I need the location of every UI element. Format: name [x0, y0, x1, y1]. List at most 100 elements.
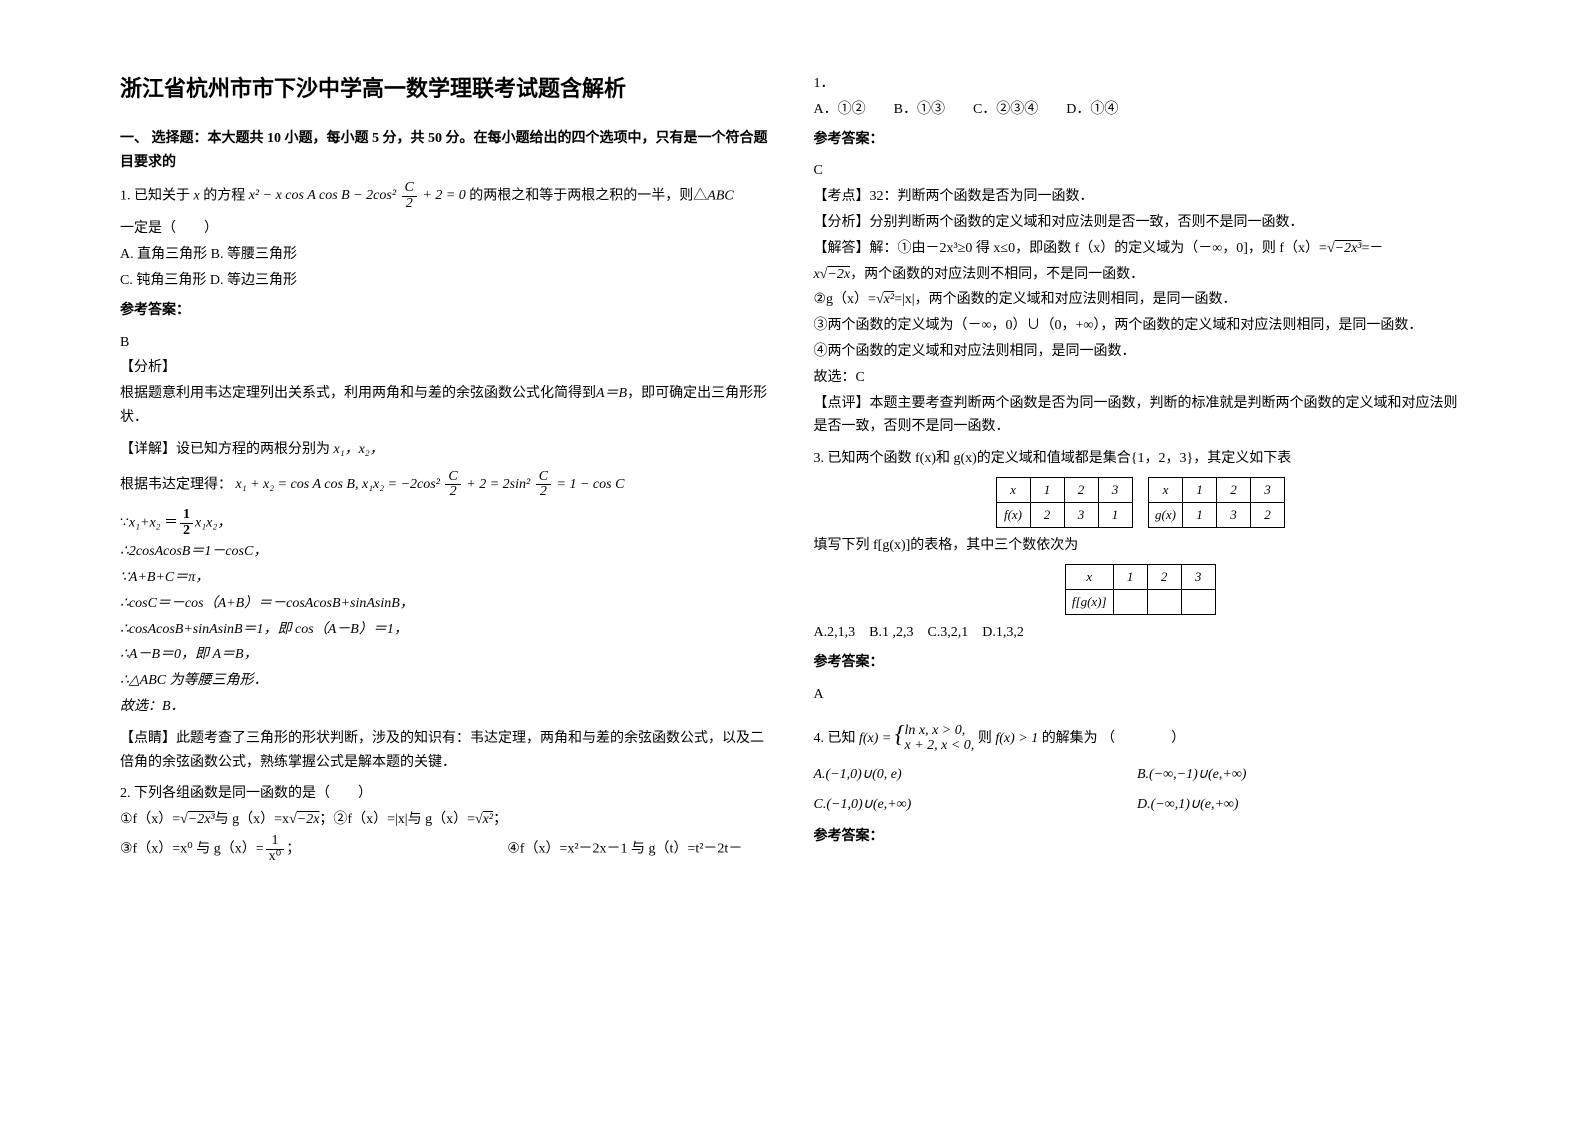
q3-sub: 填写下列 f[g(x)]的表格，其中三个数依次为 [814, 534, 1468, 558]
q2-1d: ； [493, 812, 507, 827]
q2-line1: ①f（x）=√−2x³与 g（x）=x√−2x；②f（x）=|x|与 g（x）=… [120, 808, 774, 832]
q2-kaodian: 【考点】32：判断两个函数是否为同一函数． [814, 185, 1468, 209]
q1-mid: 的方程 [203, 188, 249, 203]
q4-optB: B.(−∞,−1)∪(e,+∞) [1137, 767, 1246, 782]
table-g: x123 g(x)132 [1148, 477, 1285, 528]
q1-d6: ∴cosC＝－cos（A+B）＝－cosAcosB+sinAsinB， [120, 592, 774, 616]
q4-formula: f(x) = {ln x, x > 0,x + 2, x < 0, [859, 731, 978, 746]
q3-ans: A [814, 683, 1468, 707]
q4-stem: 4. 已知 f(x) = {ln x, x > 0,x + 2, x < 0, … [814, 715, 1468, 756]
sqrt-x2-2: √x² [876, 292, 894, 307]
table-row: x123 [996, 477, 1132, 502]
q4-mid: 则 [978, 731, 992, 746]
frac-c2-1: C2 [402, 181, 417, 211]
q2-2a: ③f（x）=x⁰ 与 g（x）= [120, 841, 264, 856]
q1-d3: ∵x₁+x₂ ＝12x₁x₂， [120, 508, 774, 538]
q1-anal1a: 根据题意利用韦达定理列出关系式，利用两角和与差的余弦函数公式化简得到 [120, 386, 596, 401]
q1-d3e: x₁x₂， [195, 515, 231, 530]
right-column: 1． A．①② B．①③ C．②③④ D．①④ 参考答案： C 【考点】32：判… [794, 70, 1488, 1092]
q1-anal1: 根据题意利用韦达定理列出关系式，利用两角和与差的余弦函数公式化简得到A＝B，即可… [120, 382, 774, 430]
sqrt-2x3-2: √−2x³ [1327, 241, 1362, 256]
sqrt-2x-1: √−2x [289, 812, 319, 827]
q1-d2: 根据韦达定理得： x₁ + x₂ = cos A cos B, x₁x₂ = −… [120, 470, 774, 500]
q2-jd0: 【解答】解：①由－2x³≥0 得 x≤0，即函数 f（x）的定义域为（－∞，0]… [814, 237, 1468, 261]
q1-post: 的两根之和等于两根之积的一半，则△ [469, 188, 707, 203]
q2-jd1: x√−2x，两个函数的对应法则不相同，不是同一函数． [814, 263, 1468, 287]
q2-1c: ；②f（x）=|x|与 g（x）= [319, 812, 475, 827]
q2-1a: ①f（x）= [120, 812, 180, 827]
q4-post: 的解集为 （ ） [1042, 731, 1186, 746]
q4-pre: 4. 已知 [814, 731, 856, 746]
table-row: x123 [1065, 564, 1215, 589]
q1-d9: ∴△ABC 为等腰三角形． [120, 669, 774, 693]
q4-fx1: f(x) > 1 [995, 731, 1041, 746]
q2-jd2: ②g（x）=√x²=|x|，两个函数的定义域和对应法则相同，是同一函数． [814, 288, 1468, 312]
table-row: g(x)132 [1149, 503, 1285, 528]
q3-stem: 3. 已知两个函数 f(x)和 g(x)的定义域和值域都是集合{1，2，3}，其… [814, 447, 1468, 471]
q1-formula: x² − x cos A cos B − 2cos² C2 + 2 = 0 [249, 188, 470, 203]
q1-d7: ∴cosAcosB+sinAsinB＝1，即 cos（A－B）＝1， [120, 618, 774, 642]
q1-ans-label: 参考答案： [120, 299, 774, 323]
q4-optC: C.(−1,0)∪(e,+∞) [814, 793, 1134, 817]
table-row: f(x)231 [996, 503, 1132, 528]
q2-jd3: ③两个函数的定义域为（－∞，0）∪（0，+∞），两个函数的定义域和对应法则相同，… [814, 314, 1468, 338]
q3-options: A.2,1,3 B.1 ,2,3 C.3,2,1 D.1,3,2 [814, 621, 1468, 645]
q1-pre: 1. 已知关于 [120, 188, 190, 203]
table-row: f[g(x)] [1065, 590, 1215, 615]
sqrt-2x-2: √−2x [820, 267, 850, 282]
page-title: 浙江省杭州市市下沙中学高一数学理联考试题含解析 [120, 70, 774, 107]
q1-optA: A. 直角三角形 B. 等腰三角形 [120, 243, 774, 267]
q3-ans-label: 参考答案： [814, 651, 1468, 675]
q1-d2f3: = 1 − cos C [553, 477, 624, 492]
q2-jd2b: =|x|，两个函数的定义域和对应法则相同，是同一函数． [894, 292, 1237, 307]
q2-options: A．①② B．①③ C．②③④ D．①④ [814, 98, 1468, 122]
q1-f-b: + 2 = 0 [419, 188, 466, 203]
q1-d5: ∵A+B+C＝π， [120, 566, 774, 590]
q1-stem: 1. 已知关于 x 的方程 x² − x cos A cos B − 2cos²… [120, 181, 774, 211]
q1-d2-formula: x₁ + x₂ = cos A cos B, x₁x₂ = −2cos² C2 … [236, 477, 625, 492]
left-column: 浙江省杭州市市下沙中学高一数学理联考试题含解析 一、 选择题：本大题共 10 小… [100, 70, 794, 1092]
q1-d2-pre: 根据韦达定理得： [120, 477, 232, 492]
q2-jd0b: =－ [1361, 241, 1383, 256]
q3-tables-row2: x123 f[g(x)] [814, 560, 1468, 619]
q1-d8: ∴A－B＝0，即 A＝B， [120, 643, 774, 667]
sqrt-x2-1: √x² [475, 812, 493, 827]
q2-jd1b: ，两个函数的对应法则不相同，不是同一函数． [850, 267, 1144, 282]
q2-1b: 与 g（x）=x [215, 812, 289, 827]
q2-fenxi: 【分析】分别判断两个函数的定义域和对应法则是否一致，否则不是同一函数． [814, 211, 1468, 235]
q1-end: 一定是（ ） [120, 217, 774, 241]
q1-d3b: x₁+x₂ [129, 515, 161, 530]
q1-d4: ∴2cosAcosB＝1－cosC， [120, 540, 774, 564]
q2-stem: 2. 下列各组函数是同一函数的是（ ） [120, 782, 774, 806]
q1-d2f2: + 2 = 2sin² [463, 477, 534, 492]
q4-optD: D.(−∞,1)∪(e,+∞) [1137, 797, 1239, 812]
q4-optA: A.(−1,0)∪(0, e) [814, 763, 1134, 787]
frac-half: 12 [180, 508, 193, 538]
frac-c2-3: C2 [536, 470, 551, 500]
sqrt-2x3-1: √−2x³ [180, 812, 215, 827]
q1-detail-label: 【详解】设已知方程的两根分别为 x₁，x₂， [120, 438, 774, 462]
frac-1x0: 1x⁰ [266, 834, 285, 864]
q2-dianping: 【点评】本题主要考查判断两个函数是否为同一函数，判断的标准就是判断两个函数的定义… [814, 392, 1468, 440]
q2-ans: C [814, 159, 1468, 183]
q1-d2f1: x₁ + x₂ = cos A cos B, x₁x₂ = −2cos² [236, 477, 444, 492]
q2-2c: ④f（x）=x²－2x－1 与 g（t）=t²－2t－ [507, 841, 742, 856]
q1-x12: x₁，x₂， [330, 442, 384, 457]
q1-x: x [190, 188, 203, 203]
q1-d10: 故选：B． [120, 695, 774, 719]
table-fg: x123 f[g(x)] [1065, 564, 1216, 615]
q1-analysis-label: 【分析】 [120, 356, 774, 380]
frac-c2-2: C2 [445, 470, 460, 500]
q4-ans-label: 参考答案： [814, 825, 1468, 849]
q2-jd0a: 【解答】解：①由－2x³≥0 得 x≤0，即函数 f（x）的定义域为（－∞，0]… [814, 241, 1327, 256]
q4-row2: C.(−1,0)∪(e,+∞) D.(−∞,1)∪(e,+∞) [814, 793, 1468, 817]
q1-optC: C. 钝角三角形 D. 等边三角形 [120, 269, 774, 293]
q2-jd2a: ②g（x）= [814, 292, 876, 307]
q1-d3a: ∵ [120, 515, 129, 530]
q2-jd4: ④两个函数的定义域和对应法则相同，是同一函数． [814, 340, 1468, 364]
q4-row1: A.(−1,0)∪(0, e) B.(−∞,−1)∪(e,+∞) [814, 763, 1468, 787]
q3-tables-row1: x123 f(x)231 x123 g(x)132 [814, 473, 1468, 532]
table-row: x123 [1149, 477, 1285, 502]
q1-f-a: x² − x cos A cos B − 2cos² [249, 188, 400, 203]
q1-anal1b: A＝B [596, 386, 627, 401]
